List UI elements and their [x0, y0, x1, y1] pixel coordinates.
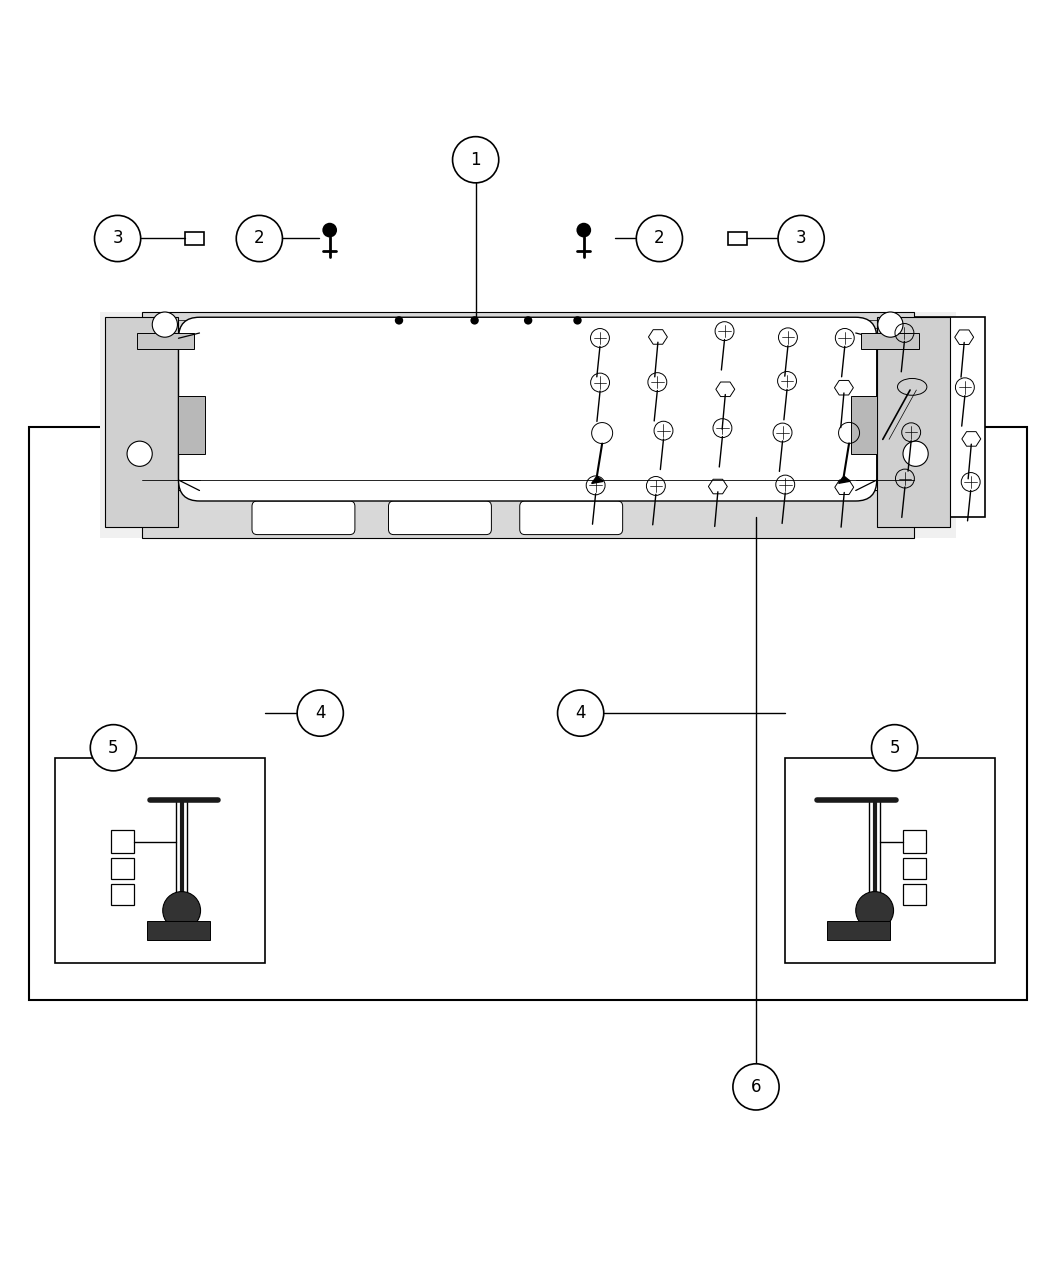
Circle shape	[94, 215, 141, 261]
Circle shape	[778, 215, 824, 261]
Circle shape	[453, 136, 499, 182]
Bar	[903, 830, 926, 853]
Circle shape	[90, 724, 136, 771]
Bar	[903, 858, 926, 878]
FancyBboxPatch shape	[252, 501, 355, 534]
Bar	[861, 333, 919, 349]
Circle shape	[152, 312, 177, 337]
Polygon shape	[839, 476, 850, 483]
Text: 2: 2	[654, 230, 665, 247]
Bar	[29, 427, 1027, 1000]
Bar	[142, 312, 914, 333]
FancyBboxPatch shape	[520, 501, 623, 534]
Circle shape	[236, 215, 282, 261]
Text: 1: 1	[470, 150, 481, 168]
Circle shape	[322, 223, 337, 237]
Bar	[827, 921, 890, 940]
Bar	[105, 317, 178, 528]
Circle shape	[878, 312, 903, 337]
Bar	[55, 759, 265, 963]
Circle shape	[576, 223, 591, 237]
Text: 3: 3	[112, 230, 123, 247]
Text: 5: 5	[108, 738, 119, 757]
FancyBboxPatch shape	[388, 501, 491, 534]
Circle shape	[558, 690, 604, 736]
Polygon shape	[591, 476, 603, 483]
Circle shape	[297, 690, 343, 736]
Bar	[111, 885, 134, 905]
Bar	[728, 232, 747, 245]
Bar	[877, 317, 950, 528]
Circle shape	[524, 316, 532, 325]
Circle shape	[733, 1063, 779, 1111]
Circle shape	[903, 441, 928, 467]
Bar	[142, 491, 914, 538]
Text: 4: 4	[575, 704, 586, 722]
Bar	[111, 830, 134, 853]
FancyBboxPatch shape	[178, 317, 877, 501]
Circle shape	[872, 724, 918, 771]
Bar	[850, 397, 877, 454]
Bar	[100, 312, 956, 538]
Bar	[575, 317, 985, 516]
Bar	[136, 333, 194, 349]
Text: 3: 3	[796, 230, 806, 247]
Text: 2: 2	[254, 230, 265, 247]
Circle shape	[127, 441, 152, 467]
Circle shape	[636, 215, 682, 261]
Bar	[111, 858, 134, 878]
Circle shape	[856, 891, 894, 929]
Bar	[147, 921, 210, 940]
Text: 5: 5	[889, 738, 900, 757]
Bar	[785, 759, 995, 963]
Text: 4: 4	[315, 704, 326, 722]
Text: 6: 6	[751, 1077, 761, 1096]
Bar	[178, 397, 205, 454]
Circle shape	[395, 316, 403, 325]
Bar	[903, 885, 926, 905]
Circle shape	[470, 316, 479, 325]
Bar	[185, 232, 204, 245]
Circle shape	[573, 316, 582, 325]
Circle shape	[163, 891, 201, 929]
